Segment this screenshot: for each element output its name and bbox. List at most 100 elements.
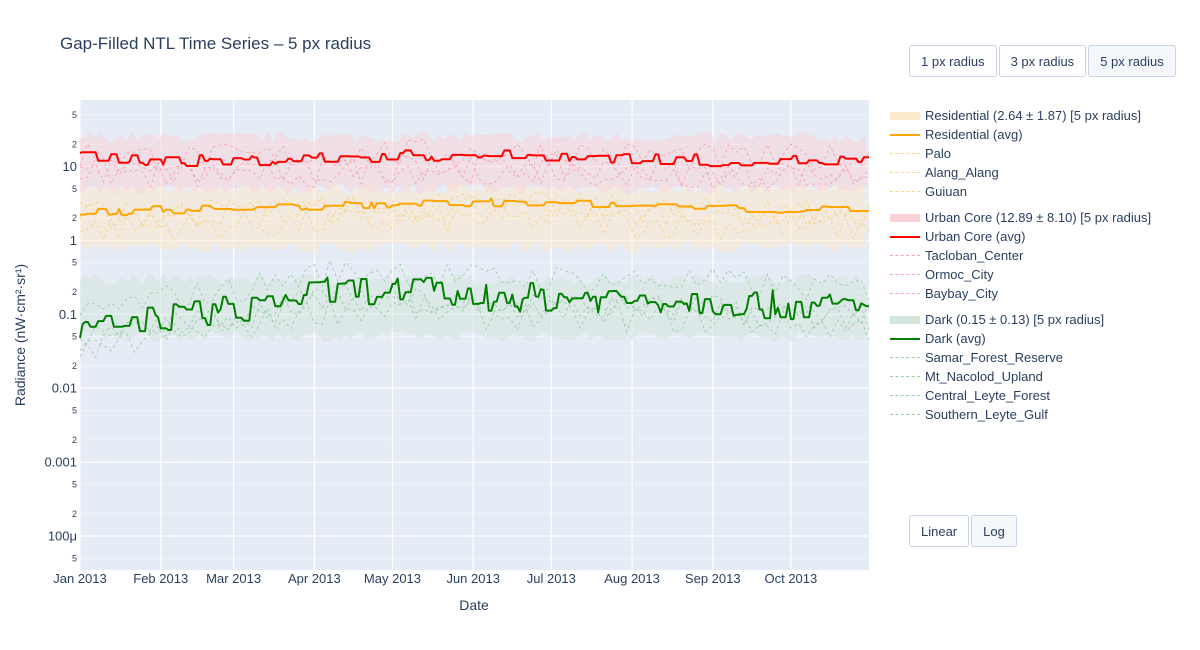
legend-item[interactable]: Palo [888, 144, 1151, 163]
scale-button-0[interactable]: Linear [909, 515, 970, 547]
y-minor-tick-label: 2 [72, 139, 77, 149]
legend-item[interactable]: Tacloban_Center [888, 246, 1151, 265]
legend-label: Residential (2.64 ± 1.87) [5 px radius] [925, 108, 1141, 123]
axis-labels: 10 1 0.1 0.01 0.001 100μ 5 2 5 2 5 2 5 2 5 2 5 2 5 Jan 2013… [44, 110, 817, 586]
avg-line-2 [79, 276, 869, 339]
avg-line-0 [80, 197, 869, 216]
x-tick-label: Aug 2013 [604, 571, 660, 586]
legend-swatch [890, 274, 920, 275]
y-minor-tick-label: 5 [72, 110, 77, 120]
legend-swatch [890, 214, 920, 222]
y-minor-tick-label: 5 [72, 405, 77, 415]
legend-item[interactable]: Urban Core (avg) [888, 227, 1151, 246]
y-tick-label: 100μ [48, 529, 77, 544]
legend-label: Central_Leyte_Forest [925, 388, 1051, 403]
legend-label: Southern_Leyte_Gulf [925, 407, 1048, 422]
legend-label: Samar_Forest_Reserve [925, 350, 1063, 365]
scale-button-group: Linear Log [909, 515, 1017, 547]
y-minor-tick-label: 2 [72, 287, 77, 297]
legend-swatch [890, 316, 920, 324]
radius-button-group: 1 px radius 3 px radius 5 px radius [909, 45, 1176, 77]
legend-swatch [890, 153, 920, 154]
y-minor-tick-label: 2 [72, 361, 77, 371]
y-minor-tick-label: 5 [72, 479, 77, 489]
x-tick-label: Apr 2013 [288, 571, 341, 586]
radius-button-0[interactable]: 1 px radius [909, 45, 997, 77]
legend-swatch [890, 376, 920, 377]
legend-label: Dark (0.15 ± 0.13) [5 px radius] [925, 312, 1105, 327]
chart-title: Gap-Filled NTL Time Series – 5 px radius [60, 34, 372, 53]
legend-label: Urban Core (avg) [925, 229, 1026, 244]
avg-line-1 [79, 149, 869, 168]
legend-item[interactable]: Urban Core (12.89 ± 8.10) [5 px radius] [888, 208, 1151, 227]
x-tick-label: Feb 2013 [133, 571, 188, 586]
member-line-2 [79, 204, 870, 242]
member-line-9 [79, 258, 870, 316]
legend-label: Ormoc_City [925, 267, 994, 282]
legend-swatch [890, 172, 920, 173]
legend-label: Baybay_City [925, 286, 998, 301]
series-lines [79, 138, 870, 359]
legend-item[interactable]: Dark (0.15 ± 0.13) [5 px radius] [888, 310, 1151, 329]
legend-label: Guiuan [925, 184, 967, 199]
legend-swatch [890, 191, 920, 192]
legend-swatch [890, 255, 920, 256]
legend-item[interactable]: Southern_Leyte_Gulf [888, 405, 1151, 424]
y-axis-title: Radiance (nW·cm²·sr¹) [12, 264, 28, 406]
legend-label: Urban Core (12.89 ± 8.10) [5 px radius] [925, 210, 1152, 225]
legend-item[interactable]: Residential (2.64 ± 1.87) [5 px radius] [888, 106, 1151, 125]
legend-item[interactable]: Residential (avg) [888, 125, 1151, 144]
y-minor-tick-label: 5 [72, 258, 77, 268]
y-tick-label: 10 [63, 159, 77, 174]
legend-swatch [890, 293, 920, 294]
y-minor-tick-label: 5 [72, 184, 77, 194]
legend-item[interactable]: Ormoc_City [888, 265, 1151, 284]
y-tick-label: 0.01 [52, 381, 77, 396]
member-line-3 [79, 154, 870, 190]
legend-label: Tacloban_Center [925, 248, 1024, 263]
legend-label: Palo [925, 146, 952, 161]
legend-item[interactable]: Mt_Nacolod_Upland [888, 367, 1151, 386]
legend-swatch [890, 112, 920, 120]
legend-label: Mt_Nacolod_Upland [925, 369, 1043, 384]
y-tick-label: 0.1 [59, 307, 77, 322]
legend-item[interactable]: Samar_Forest_Reserve [888, 348, 1151, 367]
legend-swatch [890, 395, 920, 396]
scale-button-1[interactable]: Log [971, 515, 1017, 547]
legend-item[interactable]: Baybay_City [888, 284, 1151, 303]
legend-swatch [890, 236, 920, 238]
y-minor-tick-label: 5 [72, 332, 77, 342]
legend-item[interactable]: Central_Leyte_Forest [888, 386, 1151, 405]
x-tick-label: Jun 2013 [446, 571, 500, 586]
radius-button-1[interactable]: 3 px radius [998, 45, 1087, 77]
legend-swatch [890, 134, 920, 136]
x-tick-label: Oct 2013 [764, 571, 817, 586]
legend-item[interactable]: Guiuan [888, 182, 1151, 201]
legend-swatch [890, 414, 920, 415]
legend-label: Residential (avg) [925, 127, 1023, 142]
x-tick-label: Jan 2013 [53, 571, 107, 586]
member-line-0 [79, 193, 870, 229]
band-2 [80, 273, 867, 343]
x-tick-label: Jul 2013 [527, 571, 576, 586]
y-minor-tick-label: 5 [72, 553, 77, 563]
y-minor-tick-label: 2 [72, 213, 77, 223]
member-line-5 [79, 138, 870, 174]
y-tick-label: 1 [70, 233, 77, 248]
x-tick-label: Sep 2013 [685, 571, 741, 586]
legend-label: Alang_Alang [925, 165, 999, 180]
legend-label: Dark (avg) [925, 331, 986, 346]
radius-button-2[interactable]: 5 px radius [1088, 45, 1176, 77]
y-minor-tick-label: 2 [72, 509, 77, 519]
y-tick-label: 0.001 [44, 455, 77, 470]
x-axis-title: Date [459, 597, 489, 613]
x-tick-label: Mar 2013 [206, 571, 261, 586]
legend-swatch [890, 357, 920, 358]
legend-item[interactable]: Alang_Alang [888, 163, 1151, 182]
legend-swatch [890, 338, 920, 340]
y-minor-tick-label: 2 [72, 435, 77, 445]
chart-legend: Residential (2.64 ± 1.87) [5 px radius] R… [888, 106, 1151, 424]
x-tick-label: May 2013 [364, 571, 421, 586]
legend-item[interactable]: Dark (avg) [888, 329, 1151, 348]
